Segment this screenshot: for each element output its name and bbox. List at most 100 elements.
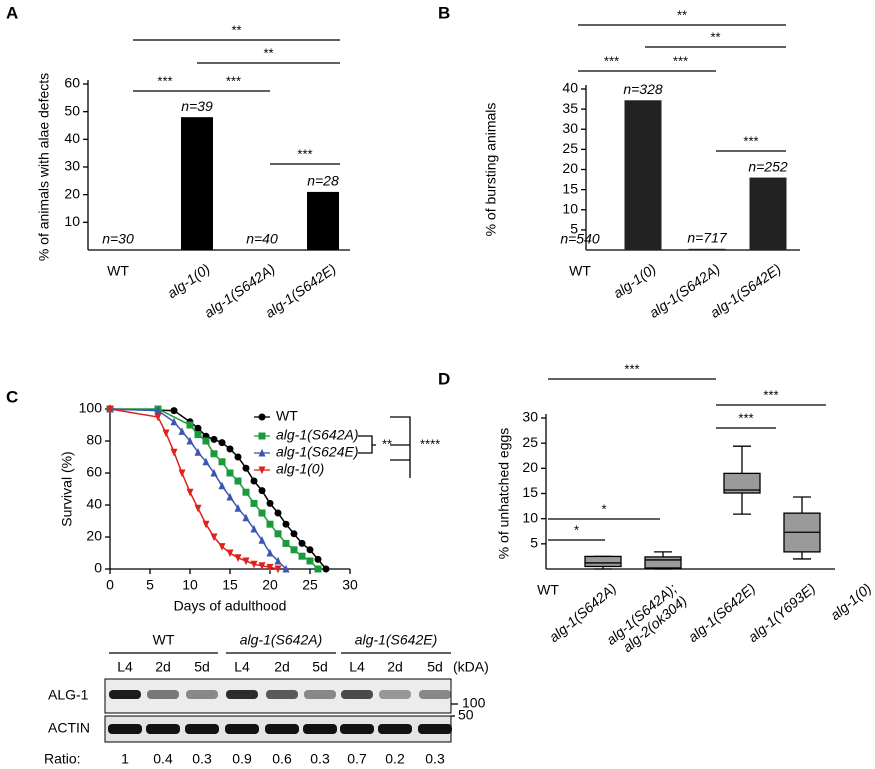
x-tick-label: WT <box>537 582 559 598</box>
marker <box>250 560 258 569</box>
ratio-value: 0.3 <box>310 751 330 767</box>
panel-label: D <box>438 369 450 388</box>
y-tick-label: 100 <box>79 400 103 416</box>
marker <box>314 565 322 573</box>
marker <box>186 421 194 429</box>
marker <box>274 556 282 565</box>
marker <box>218 458 226 466</box>
n-label: n=328 <box>623 81 663 97</box>
ratio-value: 0.9 <box>232 751 252 767</box>
ratio-label: Ratio: <box>44 751 81 767</box>
panel-label: A <box>6 3 18 22</box>
marker <box>282 520 290 528</box>
legend-marker <box>258 413 266 421</box>
marker <box>218 481 226 490</box>
marker <box>266 548 274 557</box>
significance-label: ** <box>231 22 241 37</box>
marker <box>210 435 218 443</box>
marker <box>210 450 218 458</box>
significance-label: * <box>574 522 579 537</box>
marker <box>274 530 282 538</box>
y-tick-label: 20 <box>64 185 80 201</box>
significance-label: ** <box>263 45 273 60</box>
bar <box>307 191 339 250</box>
ratio-value: 0.4 <box>153 751 173 767</box>
y-tick-label: 40 <box>64 130 80 146</box>
unit-label: (kDA) <box>453 659 489 675</box>
marker <box>178 469 186 478</box>
bar <box>181 117 213 250</box>
lane-label: L4 <box>234 659 250 675</box>
alg1-band <box>147 690 179 699</box>
lane-label: 2d <box>387 659 403 675</box>
marker <box>194 504 202 513</box>
row-label: ACTIN <box>48 720 90 736</box>
marker <box>282 539 290 547</box>
marker <box>306 557 314 565</box>
group-label: alg-1(S642E) <box>355 632 438 648</box>
marker <box>106 405 114 414</box>
significance-label: *** <box>673 53 688 68</box>
x-tick-label: WT <box>107 263 129 279</box>
lane-label: L4 <box>349 659 365 675</box>
y-axis-label: Survival (%) <box>59 451 75 526</box>
marker <box>194 431 202 439</box>
marker <box>274 565 282 574</box>
y-tick-label: 5 <box>530 535 538 551</box>
row-label: ALG-1 <box>48 687 89 703</box>
y-tick-label: 15 <box>562 180 578 196</box>
significance-label: ** <box>710 29 720 44</box>
actin-band <box>225 724 259 734</box>
actin-band <box>378 724 412 734</box>
marker <box>234 453 242 461</box>
x-tick-label: alg-1(0) <box>164 260 213 301</box>
marker <box>242 464 250 472</box>
alg1-band <box>419 690 451 699</box>
group-label: alg-1(S642A) <box>240 632 323 648</box>
significance-bracket <box>358 435 376 454</box>
y-tick-label: 40 <box>562 80 578 96</box>
significance-label: *** <box>226 73 241 88</box>
lane-label: 2d <box>274 659 290 675</box>
legend-marker <box>258 448 266 457</box>
box <box>584 555 622 568</box>
significance-label: *** <box>743 133 758 148</box>
marker <box>162 429 170 438</box>
marker <box>266 520 274 528</box>
y-tick-label: 30 <box>562 120 578 136</box>
marker <box>226 445 234 453</box>
box <box>723 472 761 494</box>
legend-label: alg-1(0) <box>276 461 324 477</box>
n-label: n=30 <box>102 231 134 247</box>
mw-marker: 100 <box>462 695 486 711</box>
significance-label: *** <box>763 387 778 402</box>
significance-label: **** <box>420 436 440 451</box>
y-axis-label: % of bursting animals <box>483 103 499 237</box>
legend-label: alg-1(S624E) <box>276 444 359 460</box>
marker <box>234 477 242 485</box>
y-axis-label: % of animals with alae defects <box>36 73 52 261</box>
y-tick-label: 60 <box>64 75 80 91</box>
significance-label: *** <box>738 410 753 425</box>
marker <box>234 504 242 512</box>
x-tick-label: alg-1(0) <box>827 580 874 623</box>
marker <box>242 557 250 566</box>
marker <box>290 530 298 538</box>
n-label: n=39 <box>181 98 213 114</box>
n-label: n=28 <box>307 173 339 189</box>
actin-band <box>340 724 374 734</box>
marker <box>218 543 226 551</box>
marker <box>242 488 250 496</box>
marker <box>226 469 234 477</box>
lane-label: L4 <box>117 659 133 675</box>
marker <box>242 513 250 522</box>
x-tick-label: 25 <box>302 577 318 593</box>
marker <box>194 448 202 456</box>
bar <box>624 100 662 251</box>
marker <box>298 539 306 547</box>
significance-label: *** <box>604 53 619 68</box>
x-tick-label: 30 <box>342 577 358 593</box>
x-tick-label: 20 <box>262 577 278 593</box>
significance-label: *** <box>297 146 312 161</box>
